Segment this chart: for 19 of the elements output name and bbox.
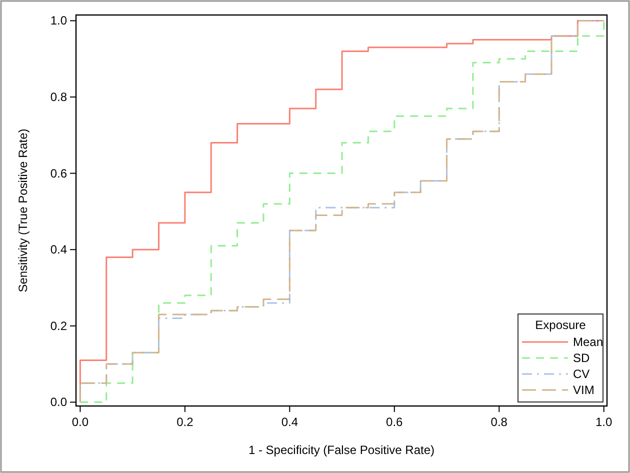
x-tick-label: 1.0	[596, 415, 613, 429]
y-tick-label: 0.6	[50, 166, 68, 180]
x-axis-title: 1 - Specificity (False Positive Rate)	[248, 443, 435, 457]
y-tick-label: 0.4	[50, 242, 68, 257]
legend-label: CV	[573, 367, 590, 381]
y-tick-label: 1.0	[50, 14, 68, 28]
legend-label: VIM	[573, 383, 594, 397]
y-tick-label: 0.0	[50, 395, 68, 410]
x-tick-label: 0.4	[281, 415, 298, 429]
y-axis-title: Sensitivity (True Positive Rate)	[16, 128, 30, 292]
legend-label: Mean	[573, 335, 604, 349]
x-tick-label: 0.8	[490, 415, 508, 429]
y-tick-label: 0.8	[50, 90, 68, 104]
x-tick-label: 0.0	[72, 415, 89, 429]
x-tick-label: 0.6	[386, 415, 404, 429]
legend-label: SD	[573, 351, 590, 365]
legend-title: Exposure	[535, 318, 586, 332]
x-tick-label: 0.2	[176, 415, 194, 429]
y-tick-label: 0.2	[50, 318, 68, 333]
